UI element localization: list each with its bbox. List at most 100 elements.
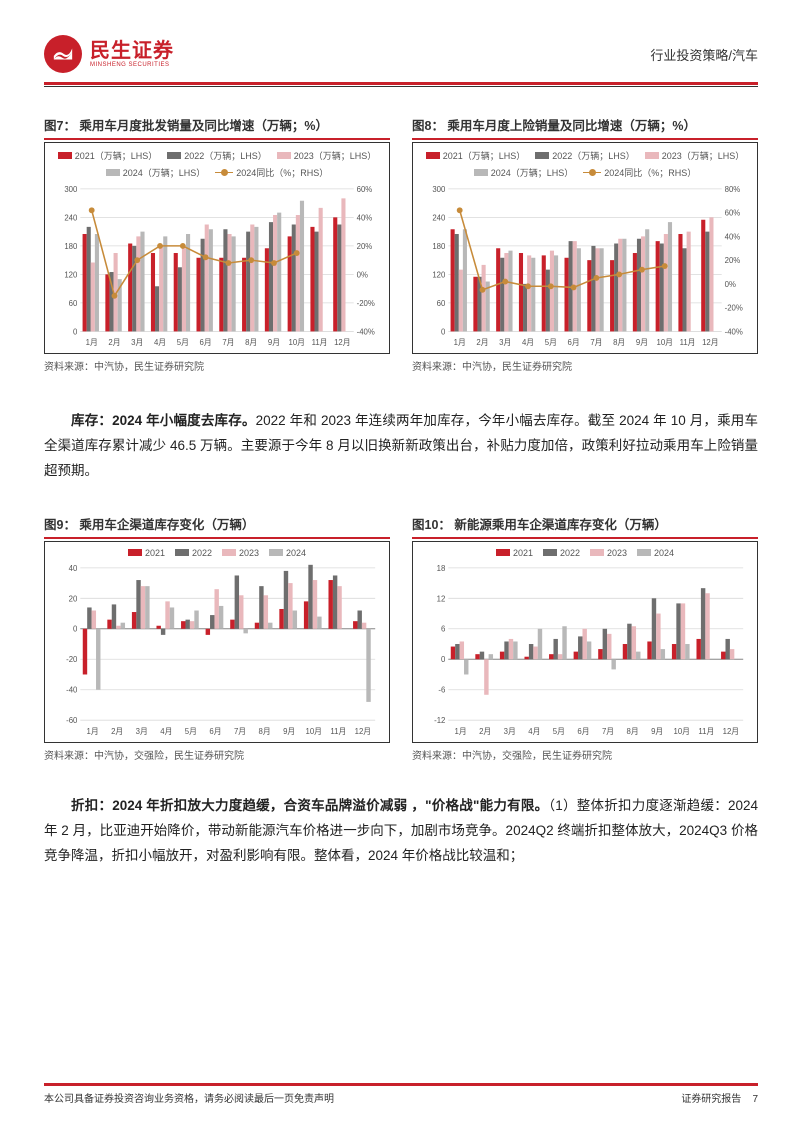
chart8-title: 图8： 乘用车月度上险销量及同比增速（万辆；%） [412, 115, 758, 138]
chart8-legend: 2021（万辆；LHS）2022（万辆；LHS）2023（万辆；LHS）2024… [419, 149, 751, 179]
chart7: 060120180240300-40%-20%0%20%40%60%1月2月3月… [51, 183, 383, 349]
svg-text:10月: 10月 [306, 727, 322, 736]
logo: 民生证券 MINSHENG SECURITIES [44, 35, 174, 73]
svg-text:2月: 2月 [479, 727, 491, 736]
svg-text:18: 18 [437, 564, 446, 573]
svg-text:5月: 5月 [177, 338, 189, 347]
svg-text:-6: -6 [438, 686, 445, 695]
svg-text:6月: 6月 [200, 338, 212, 347]
svg-text:80%: 80% [725, 185, 741, 194]
svg-text:-40%: -40% [725, 327, 743, 336]
svg-text:4月: 4月 [160, 727, 172, 736]
svg-text:20: 20 [69, 594, 78, 603]
chart10: -12-60612181月2月3月4月5月6月7月8月9月10月11月12月 [419, 562, 751, 738]
logo-icon [44, 35, 82, 73]
svg-text:11月: 11月 [698, 727, 714, 736]
chart10-col: 图10： 新能源乘用车企渠道库存变化（万辆） 2021202220232024 … [412, 514, 758, 762]
chart9-col: 图9： 乘用车企渠道库存变化（万辆） 2021202220232024 -60 -… [44, 514, 390, 762]
svg-text:7月: 7月 [234, 727, 246, 736]
svg-text:8月: 8月 [259, 727, 271, 736]
svg-text:8月: 8月 [613, 338, 625, 347]
svg-text:20%: 20% [725, 256, 741, 265]
svg-text:10月: 10月 [657, 338, 673, 347]
svg-text:0%: 0% [725, 280, 736, 289]
svg-text:11月: 11月 [680, 338, 696, 347]
svg-text:180: 180 [64, 242, 78, 251]
svg-text:5月: 5月 [545, 338, 557, 347]
svg-text:2月: 2月 [111, 727, 123, 736]
page-number: 7 [752, 1094, 758, 1105]
svg-text:1月: 1月 [87, 727, 99, 736]
chart-row-1: 图7： 乘用车月度批发销量及同比增速（万辆；%） 2021（万辆；LHS）202… [44, 115, 758, 373]
svg-text:2月: 2月 [476, 338, 488, 347]
chart9: -60-40-20020401月2月3月4月5月6月7月8月9月10月11月12… [51, 562, 383, 738]
paragraph-2: 折扣：2024 年折扣放大力度趋缓，合资车品牌溢价减弱 ，"价格战"能力有限。（… [44, 794, 758, 869]
svg-text:12月: 12月 [334, 338, 350, 347]
svg-text:5月: 5月 [185, 727, 197, 736]
svg-text:6月: 6月 [209, 727, 221, 736]
chart8-box: 2021（万辆；LHS）2022（万辆；LHS）2023（万辆；LHS）2024… [412, 142, 758, 354]
svg-text:12月: 12月 [702, 338, 718, 347]
svg-text:1月: 1月 [86, 338, 98, 347]
svg-text:3月: 3月 [499, 338, 511, 347]
svg-text:20%: 20% [357, 242, 373, 251]
svg-text:6月: 6月 [568, 338, 580, 347]
svg-text:0: 0 [441, 655, 446, 664]
svg-text:300: 300 [64, 185, 78, 194]
chart7-legend: 2021（万辆；LHS）2022（万辆；LHS）2023（万辆；LHS）2024… [51, 149, 383, 179]
svg-text:40%: 40% [357, 213, 373, 222]
svg-text:3月: 3月 [504, 727, 516, 736]
svg-text:-12: -12 [434, 716, 445, 725]
svg-text:-20%: -20% [725, 304, 743, 313]
svg-text:7月: 7月 [602, 727, 614, 736]
chart8-col: 图8： 乘用车月度上险销量及同比增速（万辆；%） 2021（万辆；LHS）202… [412, 115, 758, 373]
chart-row-2: 图9： 乘用车企渠道库存变化（万辆） 2021202220232024 -60-… [44, 514, 758, 762]
logo-text: 民生证券 MINSHENG SECURITIES [90, 41, 174, 68]
chart9-legend: 2021202220232024 [51, 548, 383, 558]
header-right: 行业投资策略/汽车 [650, 45, 758, 64]
svg-text:2月: 2月 [108, 338, 120, 347]
svg-text:7月: 7月 [222, 338, 234, 347]
svg-text:60%: 60% [357, 185, 373, 194]
svg-text:5月: 5月 [553, 727, 565, 736]
svg-text:120: 120 [64, 270, 78, 279]
svg-text:60: 60 [437, 299, 446, 308]
logo-cn: 民生证券 [90, 41, 174, 62]
chart9-source: 资料来源：中汽协，交强险，民生证券研究院 [44, 747, 390, 762]
chart7-source: 资料来源：中汽协，民生证券研究院 [44, 358, 390, 373]
svg-text:60: 60 [69, 299, 78, 308]
chart10-title: 图10： 新能源乘用车企渠道库存变化（万辆） [412, 514, 758, 537]
svg-text:3月: 3月 [131, 338, 143, 347]
svg-text:4月: 4月 [154, 338, 166, 347]
svg-text:60%: 60% [725, 209, 741, 218]
svg-text:-20%: -20% [357, 299, 375, 308]
svg-text:1月: 1月 [454, 338, 466, 347]
svg-text:9月: 9月 [636, 338, 648, 347]
svg-text:300: 300 [432, 185, 446, 194]
footer-left: 本公司具备证券投资咨询业务资格，请务必阅读最后一页免责声明 [44, 1090, 334, 1105]
footer: 本公司具备证券投资咨询业务资格，请务必阅读最后一页免责声明 证券研究报告 7 [44, 1083, 758, 1105]
chart9-box: 2021202220232024 -60-40-20020401月2月3月4月5… [44, 541, 390, 743]
svg-text:-20: -20 [66, 655, 78, 664]
svg-text:40: 40 [69, 564, 78, 573]
chart7-col: 图7： 乘用车月度批发销量及同比增速（万辆；%） 2021（万辆；LHS）202… [44, 115, 390, 373]
chart9-title: 图9： 乘用车企渠道库存变化（万辆） [44, 514, 390, 537]
svg-text:-60: -60 [66, 716, 78, 725]
chart10-box: 2021202220232024 -12-60612181月2月3月4月5月6月… [412, 541, 758, 743]
svg-text:1月: 1月 [455, 727, 467, 736]
svg-text:0: 0 [441, 327, 446, 336]
footer-redbar [44, 1083, 758, 1086]
svg-text:9月: 9月 [283, 727, 295, 736]
svg-text:240: 240 [432, 213, 446, 222]
svg-text:0: 0 [73, 625, 78, 634]
svg-text:9月: 9月 [268, 338, 280, 347]
page: 民生证券 MINSHENG SECURITIES 行业投资策略/汽车 图7： 乘… [0, 0, 802, 1133]
logo-en: MINSHENG SECURITIES [90, 62, 174, 68]
svg-text:3月: 3月 [136, 727, 148, 736]
svg-text:12: 12 [437, 594, 446, 603]
svg-text:12月: 12月 [355, 727, 371, 736]
chart8-source: 资料来源：中汽协，民生证券研究院 [412, 358, 758, 373]
svg-text:11月: 11月 [330, 727, 346, 736]
svg-text:7月: 7月 [590, 338, 602, 347]
svg-text:-40%: -40% [357, 327, 375, 336]
